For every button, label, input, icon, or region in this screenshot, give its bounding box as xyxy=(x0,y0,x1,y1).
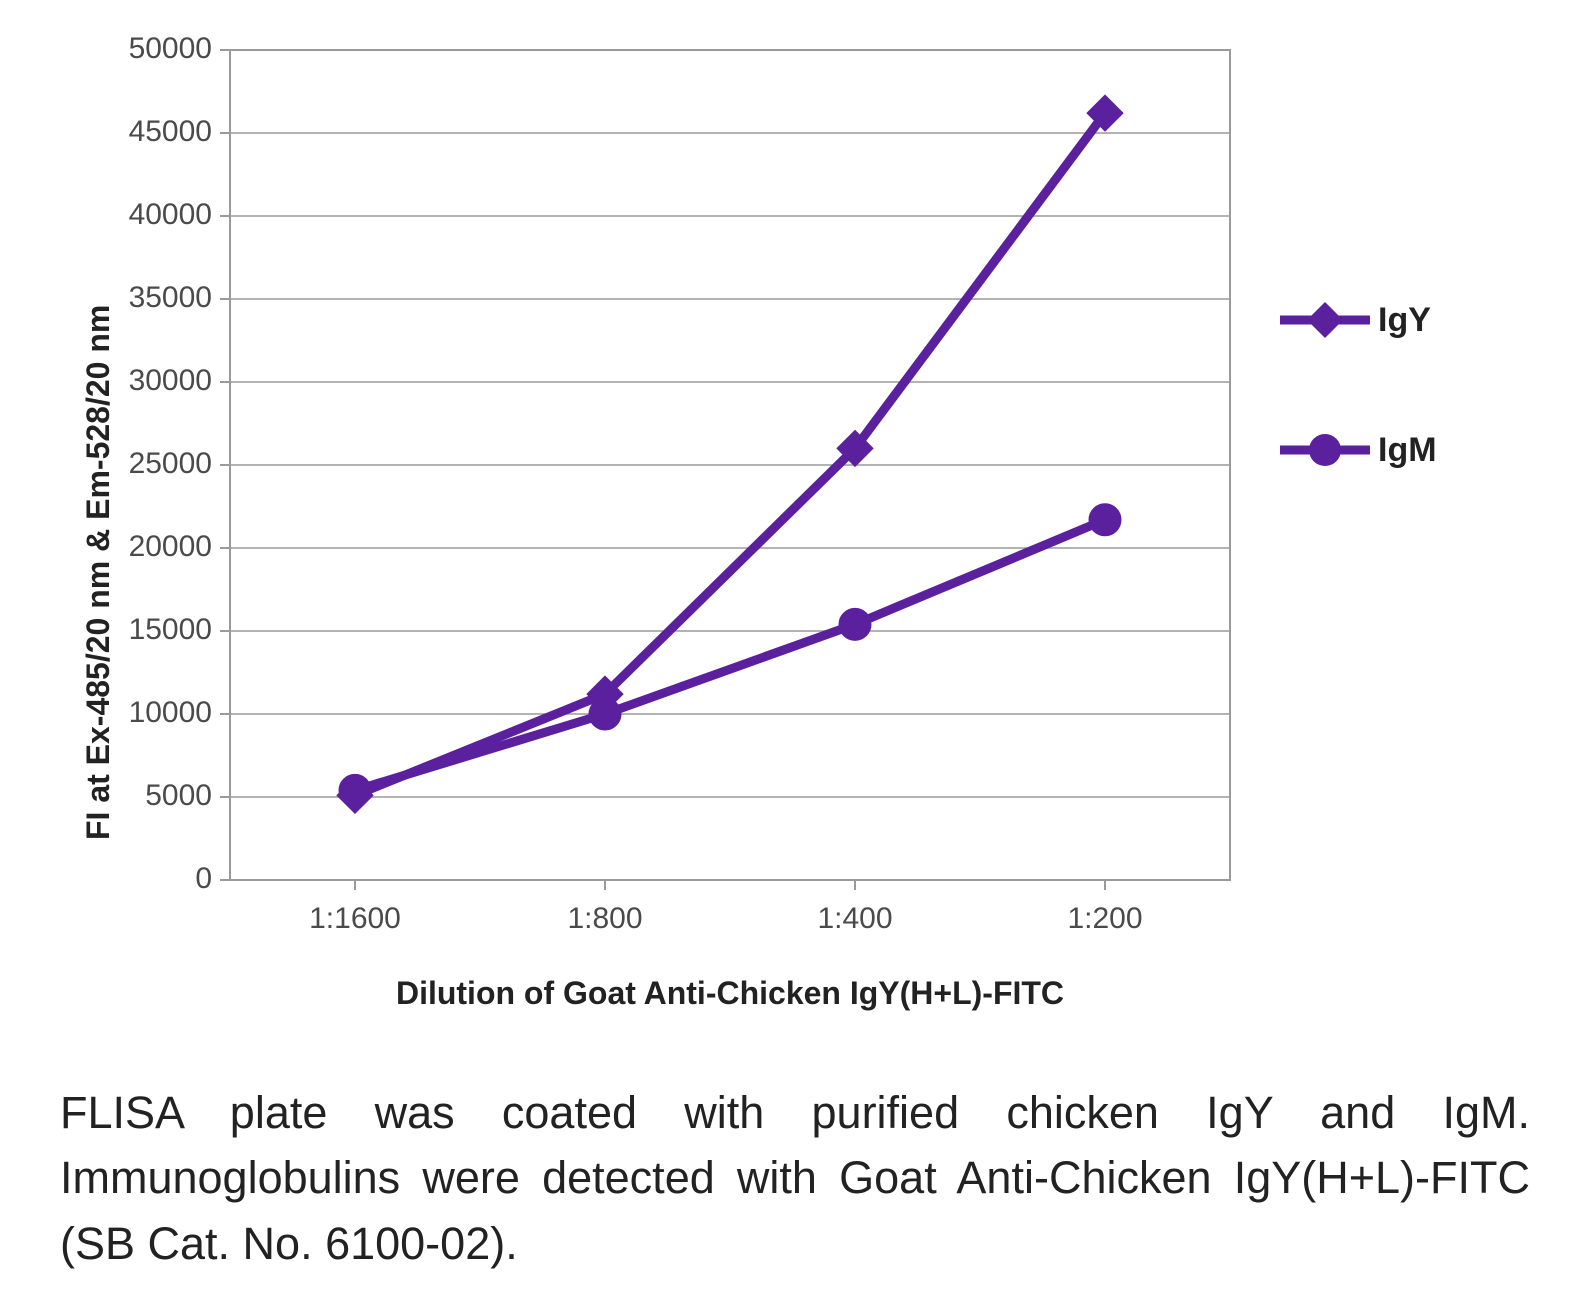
y-tick-label: 25000 xyxy=(129,447,212,481)
legend-label: IgY xyxy=(1378,301,1431,340)
x-axis-title: Dilution of Goat Anti-Chicken IgY(H+L)-F… xyxy=(230,975,1230,1012)
x-tick-label: 1:800 xyxy=(545,902,665,936)
legend-item: IgM xyxy=(1280,430,1437,470)
y-tick-label: 30000 xyxy=(129,364,212,398)
legend-item: IgY xyxy=(1280,300,1431,340)
chart-container: FI at Ex-485/20 nm & Em-528/20 nm Diluti… xyxy=(40,30,1550,1070)
x-tick-label: 1:1600 xyxy=(295,902,415,936)
figure-caption: FLISA plate was coated with purified chi… xyxy=(60,1080,1530,1276)
legend-marker-icon xyxy=(1280,430,1370,470)
y-tick-label: 0 xyxy=(195,862,212,896)
legend-label: IgM xyxy=(1378,431,1437,470)
y-tick-label: 5000 xyxy=(145,779,212,813)
y-tick-label: 50000 xyxy=(129,32,212,66)
y-tick-label: 35000 xyxy=(129,281,212,315)
page: FI at Ex-485/20 nm & Em-528/20 nm Diluti… xyxy=(0,0,1590,1306)
y-tick-label: 40000 xyxy=(129,198,212,232)
y-tick-label: 20000 xyxy=(129,530,212,564)
y-tick-label: 45000 xyxy=(129,115,212,149)
x-tick-label: 1:400 xyxy=(795,902,915,936)
y-axis-title: FI at Ex-485/20 nm & Em-528/20 nm xyxy=(80,90,117,840)
legend-marker-icon xyxy=(1280,300,1370,340)
y-tick-label: 15000 xyxy=(129,613,212,647)
x-tick-label: 1:200 xyxy=(1045,902,1165,936)
y-tick-label: 10000 xyxy=(129,696,212,730)
